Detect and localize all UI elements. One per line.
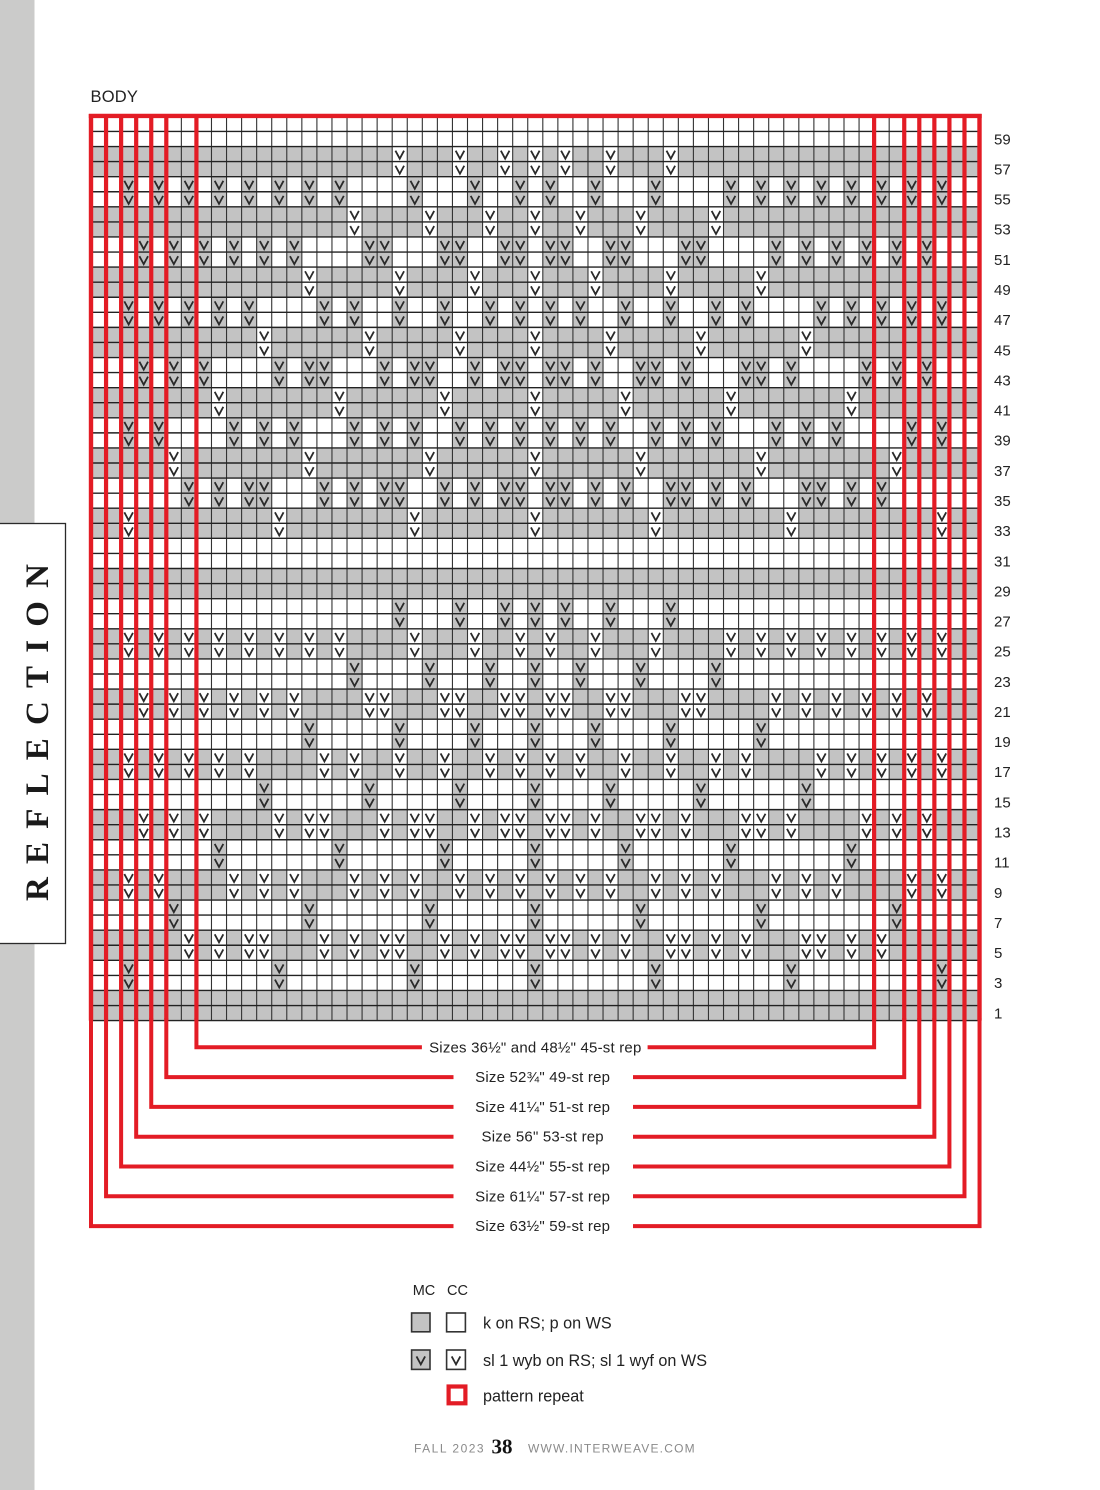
svg-text:38: 38 — [492, 1435, 513, 1459]
svg-text:Size 61¼" 57-st rep: Size 61¼" 57-st rep — [475, 1188, 610, 1205]
svg-text:BODY: BODY — [91, 88, 139, 106]
svg-text:7: 7 — [994, 915, 1002, 932]
svg-text:Sizes 36½" and 48½" 45-st rep: Sizes 36½" and 48½" 45-st rep — [429, 1039, 641, 1056]
svg-text:43: 43 — [994, 372, 1011, 389]
svg-text:45: 45 — [994, 342, 1011, 359]
svg-text:37: 37 — [994, 463, 1011, 480]
svg-text:47: 47 — [994, 312, 1011, 329]
svg-text:33: 33 — [994, 523, 1011, 540]
svg-text:CC: CC — [447, 1283, 468, 1299]
svg-text:WWW.INTERWEAVE.COM: WWW.INTERWEAVE.COM — [528, 1442, 696, 1456]
svg-text:Size 63½" 59-st rep: Size 63½" 59-st rep — [475, 1218, 610, 1235]
svg-text:15: 15 — [994, 794, 1011, 811]
svg-text:13: 13 — [994, 825, 1011, 842]
svg-text:Size 44½" 55-st rep: Size 44½" 55-st rep — [475, 1159, 610, 1176]
svg-text:53: 53 — [994, 222, 1011, 239]
svg-text:41: 41 — [994, 403, 1011, 420]
svg-text:31: 31 — [994, 553, 1011, 570]
svg-text:Size 52¾" 49-st rep: Size 52¾" 49-st rep — [475, 1069, 610, 1086]
svg-text:MC: MC — [413, 1283, 436, 1299]
svg-text:5: 5 — [994, 945, 1002, 962]
svg-text:51: 51 — [994, 252, 1011, 269]
svg-text:29: 29 — [994, 583, 1011, 600]
svg-text:FALL 2023: FALL 2023 — [414, 1442, 485, 1456]
svg-text:pattern repeat: pattern repeat — [483, 1388, 584, 1406]
svg-text:27: 27 — [994, 614, 1011, 631]
svg-text:REFLECTION: REFLECTION — [20, 551, 56, 901]
svg-text:k on RS; p on WS: k on RS; p on WS — [483, 1315, 612, 1333]
svg-text:21: 21 — [994, 704, 1011, 721]
svg-text:1: 1 — [994, 1005, 1002, 1022]
svg-text:17: 17 — [994, 764, 1011, 781]
svg-text:3: 3 — [994, 975, 1002, 992]
svg-text:19: 19 — [994, 734, 1011, 751]
svg-text:sl 1 wyb on RS; sl 1 wyf on WS: sl 1 wyb on RS; sl 1 wyf on WS — [483, 1352, 707, 1370]
svg-text:49: 49 — [994, 282, 1011, 299]
svg-text:Size 41¼" 51-st rep: Size 41¼" 51-st rep — [475, 1099, 610, 1116]
svg-text:Size 56" 53-st rep: Size 56" 53-st rep — [482, 1129, 604, 1146]
svg-text:57: 57 — [994, 161, 1011, 178]
svg-text:23: 23 — [994, 674, 1011, 691]
svg-text:59: 59 — [994, 131, 1011, 148]
svg-text:39: 39 — [994, 433, 1011, 450]
svg-text:55: 55 — [994, 192, 1011, 209]
svg-text:9: 9 — [994, 885, 1002, 902]
svg-text:11: 11 — [994, 855, 1010, 872]
svg-text:35: 35 — [994, 493, 1011, 510]
svg-text:25: 25 — [994, 644, 1011, 661]
